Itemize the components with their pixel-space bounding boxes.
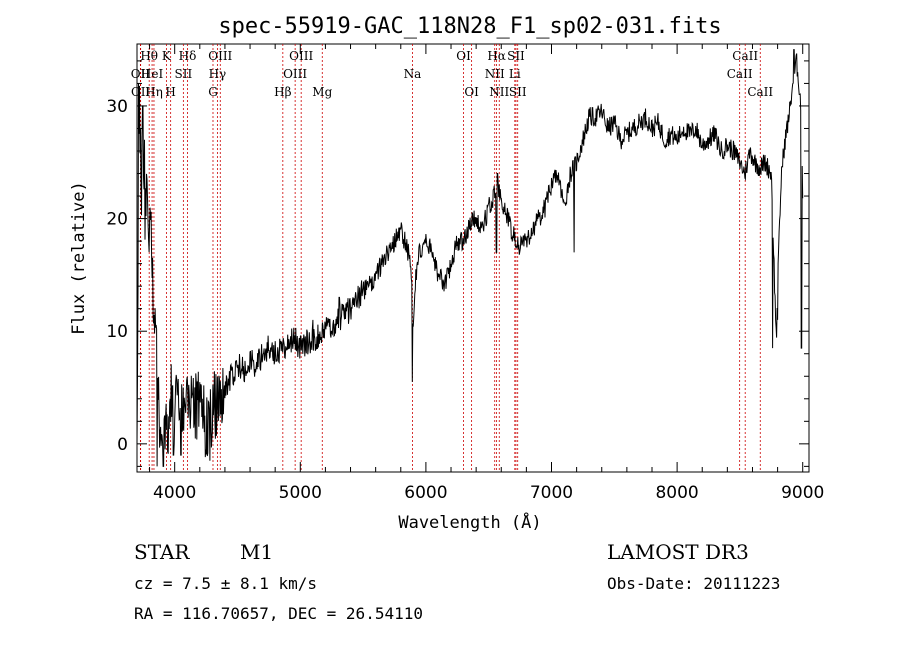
y-tick-label: 20 <box>106 210 128 230</box>
spectral-line-label: Hδ <box>179 49 197 63</box>
survey-name: LAMOST DR3 <box>607 540 749 564</box>
spectral-line-markers <box>139 44 761 472</box>
plot-frame <box>136 43 810 473</box>
spectral-line-label: Hβ <box>274 85 291 99</box>
x-tick-label: 5000 <box>279 483 322 503</box>
y-tick-label: 0 <box>117 435 128 455</box>
spectral-line-label: SII <box>507 49 525 63</box>
spectral-line-label: OIII <box>283 67 307 81</box>
x-tick-label: 9000 <box>781 483 824 503</box>
spectrum-line <box>136 49 804 467</box>
spectral-line-label: Hγ <box>209 67 227 81</box>
spectral-line-label: Li <box>509 67 521 81</box>
spectral-line-label: Hα <box>487 49 506 63</box>
x-tick-label: 4000 <box>153 483 196 503</box>
x-tick-label: 6000 <box>404 483 447 503</box>
spectral-line-label: H <box>165 85 175 99</box>
spectral-line-label: OII <box>131 67 151 81</box>
chart-title: spec-55919-GAC_118N28_F1_sp02-031.fits <box>218 14 721 39</box>
object-class: STAR <box>134 540 190 564</box>
spectral-line-label: HeI <box>141 67 164 81</box>
x-tick-label: 7000 <box>530 483 573 503</box>
spectral-line-label: NII <box>485 67 505 81</box>
axis-ticks: 4000 5000 6000 7000 8000 9000 0 10 20 30 <box>106 44 824 503</box>
spectral-line-label: K <box>162 49 172 63</box>
x-axis-label: Wavelength (Å) <box>398 511 541 533</box>
spectral-line-label: OI <box>456 49 471 63</box>
spectral-line-label: OIII <box>208 49 232 63</box>
spectral-line-label: Mg <box>312 85 332 99</box>
x-tick-label: 8000 <box>655 483 698 503</box>
spectral-line-label: Na <box>404 67 422 81</box>
spectral-line-label: G <box>208 85 218 99</box>
spectral-line-label: OII <box>131 85 151 99</box>
spectral-line-label: OIII <box>289 49 313 63</box>
spectral-line-label: OI <box>464 85 479 99</box>
sky-coordinates: RA = 116.70657, DEC = 26.54110 <box>134 604 423 623</box>
observation-date: Obs-Date: 20111223 <box>607 574 781 593</box>
spectral-line-label: Hθ <box>140 49 158 63</box>
object-subclass: M1 <box>240 540 274 564</box>
spectral-line-label: SII <box>174 67 192 81</box>
y-tick-label: 10 <box>106 322 128 342</box>
y-tick-label: 30 <box>106 97 128 117</box>
redshift-velocity: cz = 7.5 ± 8.1 km/s <box>134 574 318 593</box>
spectral-line-label: CaII <box>727 67 753 81</box>
spectral-line-label: CaII <box>747 85 773 99</box>
spectral-line-label: CaII <box>732 49 758 63</box>
spectral-line-label: NII <box>489 85 509 99</box>
y-axis-label: Flux (relative) <box>69 181 89 335</box>
spectral-line-label: Hη <box>145 85 163 99</box>
spectral-line-label: SII <box>509 85 527 99</box>
